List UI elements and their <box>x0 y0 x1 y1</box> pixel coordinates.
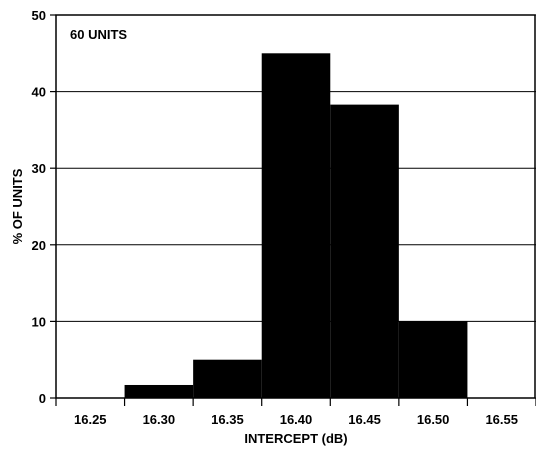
y-axis-title: % OF UNITS <box>10 168 25 244</box>
x-tick-label-16.50: 16.50 <box>417 412 450 427</box>
x-tick-label-16.25: 16.25 <box>74 412 107 427</box>
y-tick-label-0: 0 <box>39 391 46 406</box>
y-tick-label-50: 50 <box>32 8 46 23</box>
bar-16.50 <box>398 321 468 398</box>
y-tick-label-30: 30 <box>32 161 46 176</box>
bar-16.30 <box>124 384 194 398</box>
x-tick-label-16.30: 16.30 <box>143 412 176 427</box>
y-tick-label-10: 10 <box>32 314 46 329</box>
bar-16.40 <box>261 53 331 399</box>
y-axis-ticks: 0 10 20 30 40 50 <box>32 8 56 406</box>
x-tick-label-16.45: 16.45 <box>348 412 381 427</box>
x-axis-ticks: 16.25 16.30 16.35 16.40 16.45 16.50 16.55 <box>55 398 536 427</box>
sample-size-annotation: 60 UNITS <box>70 27 127 42</box>
bars <box>124 53 468 399</box>
bar-16.45 <box>330 104 399 398</box>
x-tick-label-16.40: 16.40 <box>280 412 313 427</box>
x-tick-label-16.35: 16.35 <box>211 412 244 427</box>
y-tick-label-20: 20 <box>32 238 46 253</box>
x-axis-title: INTERCEPT (dB) <box>244 431 347 446</box>
plot-frame <box>55 14 536 399</box>
bar-16.35 <box>193 359 262 398</box>
x-tick-label-16.55: 16.55 <box>485 412 518 427</box>
y-tick-label-40: 40 <box>32 85 46 100</box>
